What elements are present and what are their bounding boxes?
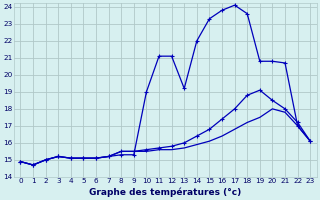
X-axis label: Graphe des températures (°c): Graphe des températures (°c) bbox=[89, 187, 242, 197]
